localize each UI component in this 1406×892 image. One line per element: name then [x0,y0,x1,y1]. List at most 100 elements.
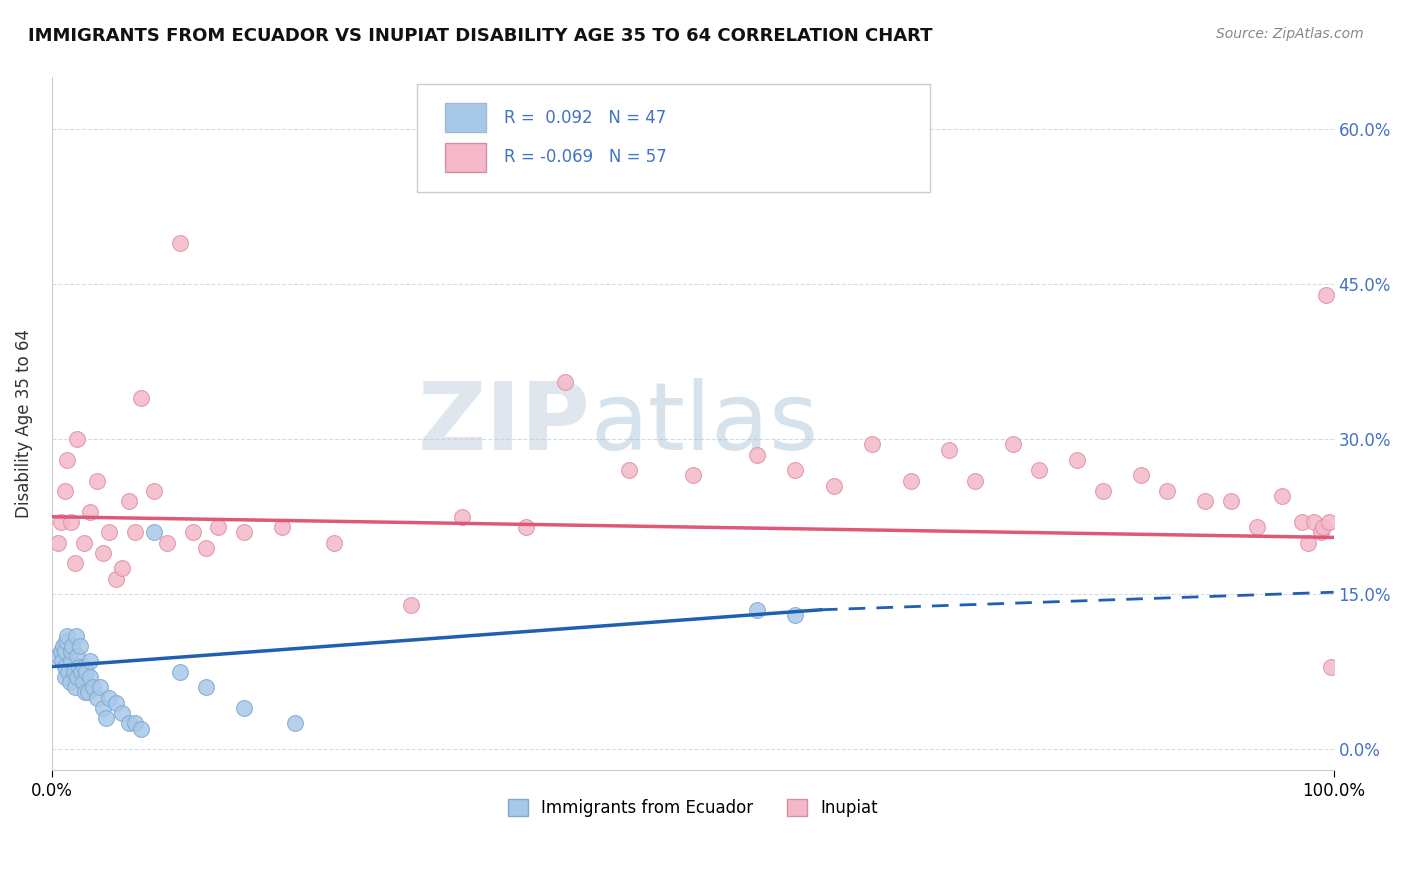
Text: IMMIGRANTS FROM ECUADOR VS INUPIAT DISABILITY AGE 35 TO 64 CORRELATION CHART: IMMIGRANTS FROM ECUADOR VS INUPIAT DISAB… [28,27,932,45]
Point [156,535,179,549]
Point [59,644,82,658]
Legend: Immigrants from Ecuador, Inupiat: Immigrants from Ecuador, Inupiat [501,792,884,824]
Point [94,711,117,725]
Point [75,685,97,699]
Point [963,474,986,488]
Point [58,665,80,679]
Point [79,670,101,684]
Point [82,681,104,695]
Point [451,509,474,524]
Point [104,572,127,586]
Point [131,391,153,405]
Point [785,607,807,622]
Point [73,535,96,549]
Point [66,670,89,684]
Text: ZIP: ZIP [418,377,591,470]
Point [271,520,294,534]
Point [98,690,121,705]
Point [124,716,146,731]
Point [65,629,87,643]
Point [322,535,344,549]
Point [53,670,76,684]
Point [1220,494,1243,508]
Point [169,665,191,679]
Point [1091,483,1114,498]
Point [70,665,93,679]
Point [617,463,640,477]
Point [118,716,141,731]
Point [46,649,69,664]
Point [1130,468,1153,483]
Point [682,468,704,483]
Point [86,474,108,488]
Point [63,681,86,695]
Point [194,541,217,555]
Point [67,659,90,673]
Point [785,463,807,477]
Point [553,376,575,390]
Point [1002,437,1025,451]
Point [104,696,127,710]
Point [938,442,960,457]
Point [1315,287,1337,301]
Point [59,515,82,529]
Point [1271,489,1294,503]
Point [79,655,101,669]
Point [53,483,76,498]
Point [124,525,146,540]
Text: Source: ZipAtlas.com: Source: ZipAtlas.com [1216,27,1364,41]
Point [69,639,91,653]
Point [1028,463,1050,477]
Point [233,525,256,540]
Point [745,448,768,462]
Point [1156,483,1178,498]
Point [62,665,84,679]
Point [1296,535,1319,549]
Point [91,701,114,715]
Point [89,681,111,695]
Point [46,535,69,549]
Point [399,598,422,612]
Point [51,655,73,669]
Point [1317,515,1340,529]
Point [91,546,114,560]
Point [86,690,108,705]
Point [745,603,768,617]
Point [1246,520,1268,534]
Point [49,644,72,658]
Point [111,706,134,720]
Point [53,644,76,658]
Point [823,479,845,493]
Point [207,520,229,534]
Point [143,525,166,540]
Text: atlas: atlas [591,377,818,470]
Y-axis label: Disability Age 35 to 64: Disability Age 35 to 64 [15,329,32,518]
Point [111,561,134,575]
Text: R = -0.069   N = 57: R = -0.069 N = 57 [505,148,666,166]
Point [56,629,79,643]
Point [233,701,256,715]
Point [75,665,97,679]
Point [118,494,141,508]
Point [860,437,883,451]
Point [66,649,89,664]
Point [76,685,98,699]
FancyBboxPatch shape [446,143,486,171]
Point [72,675,94,690]
Point [515,520,537,534]
Point [79,505,101,519]
Point [60,639,83,653]
Point [59,675,82,690]
Point [59,655,82,669]
Point [131,722,153,736]
Point [73,659,96,673]
Point [1320,659,1343,673]
Point [66,432,89,446]
Point [169,235,191,250]
FancyBboxPatch shape [418,85,929,192]
FancyBboxPatch shape [446,103,486,132]
Point [181,525,204,540]
Point [1194,494,1216,508]
Point [284,716,307,731]
Text: R =  0.092   N = 47: R = 0.092 N = 47 [505,109,666,127]
